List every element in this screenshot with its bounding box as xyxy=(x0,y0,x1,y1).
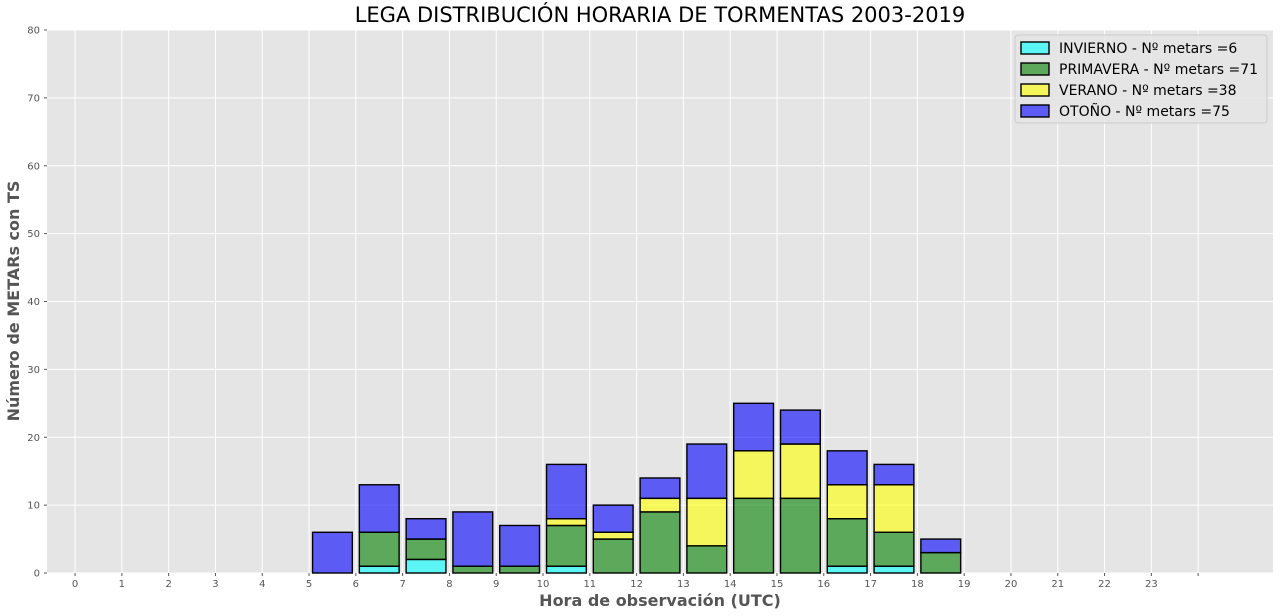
bar-segment-series-2-hour-17 xyxy=(873,484,915,533)
bar-segment-series-3-hour-14 xyxy=(733,402,775,452)
legend-swatch xyxy=(1020,104,1050,118)
bar-segment-series-3-hour-10 xyxy=(545,463,587,520)
x-tick-label: 10 xyxy=(537,579,550,590)
bar-segment-series-1-hour-12 xyxy=(639,511,681,574)
x-tick-label: 14 xyxy=(724,579,737,590)
bar-segment-series-1-hour-13 xyxy=(686,545,728,574)
y-tick-label: 30 xyxy=(27,365,40,376)
x-tick-label: 9 xyxy=(493,579,499,590)
y-tick-label: 20 xyxy=(27,433,40,444)
bar-segment-series-3-hour-17 xyxy=(873,463,915,486)
bar-segment-series-3-hour-12 xyxy=(639,477,681,500)
x-tick-label: 13 xyxy=(677,579,690,590)
bar-segment-series-3-hour-18 xyxy=(920,538,962,554)
y-tick-label: 50 xyxy=(27,229,40,240)
x-tick-label: 19 xyxy=(958,579,971,590)
x-tick-label: 21 xyxy=(1051,579,1064,590)
y-axis-label: Número de METARs con TS xyxy=(4,181,23,422)
x-axis-ticks: 0 1 2 3 4 5 6 7 8 9 10 11 12 13 14 15 16 17 18 19 20 21 22 23 xyxy=(72,573,1199,590)
bar-segment-series-3-hour-16 xyxy=(826,450,868,486)
bar-segment-series-0-hour-10 xyxy=(545,565,587,574)
bar-segment-series-0-hour-17 xyxy=(873,565,915,574)
x-axis-label: Hora de observación (UTC) xyxy=(539,591,781,610)
x-tick-label: 18 xyxy=(911,579,924,590)
x-tick-label: 4 xyxy=(259,579,265,590)
legend: INVIERNO - Nº metars =6 PRIMAVERA - Nº me… xyxy=(1014,34,1268,124)
bar-segment-series-3-hour-15 xyxy=(779,409,821,445)
bar-segment-series-2-hour-16 xyxy=(826,484,868,520)
legend-entry: OTOÑO - Nº metars =75 xyxy=(1059,103,1230,120)
x-tick-label: 15 xyxy=(771,579,784,590)
bar-segment-series-1-hour-8 xyxy=(452,565,494,574)
chart-title: LEGA DISTRIBUCIÓN HORARIA DE TORMENTAS 2… xyxy=(355,2,966,27)
legend-entry: VERANO - Nº metars =38 xyxy=(1059,83,1237,99)
bar-segment-series-1-hour-10 xyxy=(545,524,587,567)
bar-segment-series-3-hour-6 xyxy=(358,484,400,533)
bar-segment-series-3-hour-9 xyxy=(499,524,541,567)
bar-segment-series-1-hour-14 xyxy=(733,497,775,574)
bar-segment-series-1-hour-18 xyxy=(920,551,962,574)
y-tick-label: 60 xyxy=(27,161,40,172)
legend-swatch xyxy=(1020,83,1050,97)
bar-segment-series-2-hour-13 xyxy=(686,497,728,547)
x-tick-label: 11 xyxy=(583,579,596,590)
bar-segment-series-2-hour-14 xyxy=(733,450,775,500)
x-tick-label: 12 xyxy=(630,579,643,590)
bar-segment-series-0-hour-6 xyxy=(358,565,400,574)
y-tick-label: 10 xyxy=(27,501,40,512)
y-tick-label: 40 xyxy=(27,297,40,308)
legend-entry: INVIERNO - Nº metars =6 xyxy=(1059,41,1237,57)
bars xyxy=(311,402,962,574)
bar-segment-series-0-hour-16 xyxy=(826,565,868,574)
bar-segment-series-2-hour-12 xyxy=(639,497,681,513)
x-tick-label: 3 xyxy=(212,579,218,590)
y-axis-ticks: 0 10 20 30 40 50 60 70 80 xyxy=(27,26,47,580)
bar-segment-series-1-hour-6 xyxy=(358,531,400,567)
legend-entry: PRIMAVERA - Nº metars =71 xyxy=(1059,62,1258,78)
bar-segment-series-1-hour-7 xyxy=(405,538,447,561)
x-tick-label: 8 xyxy=(446,579,452,590)
y-tick-label: 80 xyxy=(27,26,40,37)
x-tick-label: 2 xyxy=(165,579,171,590)
bar-segment-series-1-hour-11 xyxy=(592,538,634,574)
y-tick-label: 70 xyxy=(27,93,40,104)
bar-segment-series-2-hour-15 xyxy=(779,443,821,500)
x-tick-label: 22 xyxy=(1098,579,1111,590)
x-tick-label: 5 xyxy=(306,579,312,590)
x-tick-label: 0 xyxy=(72,579,78,590)
bar-segment-series-3-hour-8 xyxy=(452,511,494,567)
bar-segment-series-3-hour-7 xyxy=(405,518,447,540)
x-tick-label: 1 xyxy=(119,579,125,590)
bar-segment-series-2-hour-11 xyxy=(592,531,634,540)
x-tick-label: 16 xyxy=(817,579,830,590)
legend-swatch xyxy=(1020,62,1050,76)
x-tick-label: 6 xyxy=(353,579,359,590)
x-tick-label: 23 xyxy=(1145,579,1158,590)
x-tick-label: 17 xyxy=(864,579,877,590)
bar-segment-series-3-hour-11 xyxy=(592,504,634,533)
bar-segment-series-3-hour-13 xyxy=(686,443,728,500)
y-tick-label: 0 xyxy=(34,569,40,580)
bar-segment-series-1-hour-17 xyxy=(873,531,915,567)
legend-box xyxy=(1014,34,1268,124)
bar-segment-series-3-hour-5 xyxy=(311,531,354,574)
bar-segment-series-1-hour-15 xyxy=(779,497,821,574)
legend-swatch xyxy=(1020,41,1050,55)
bar-segment-series-1-hour-9 xyxy=(499,565,541,574)
bar-segment-series-2-hour-10 xyxy=(545,518,587,527)
bar-segment-series-0-hour-7 xyxy=(405,558,447,574)
bar-segment-series-1-hour-16 xyxy=(826,518,868,567)
x-tick-label: 20 xyxy=(1005,579,1018,590)
x-tick-label: 7 xyxy=(399,579,405,590)
grid-lines xyxy=(47,29,1273,574)
